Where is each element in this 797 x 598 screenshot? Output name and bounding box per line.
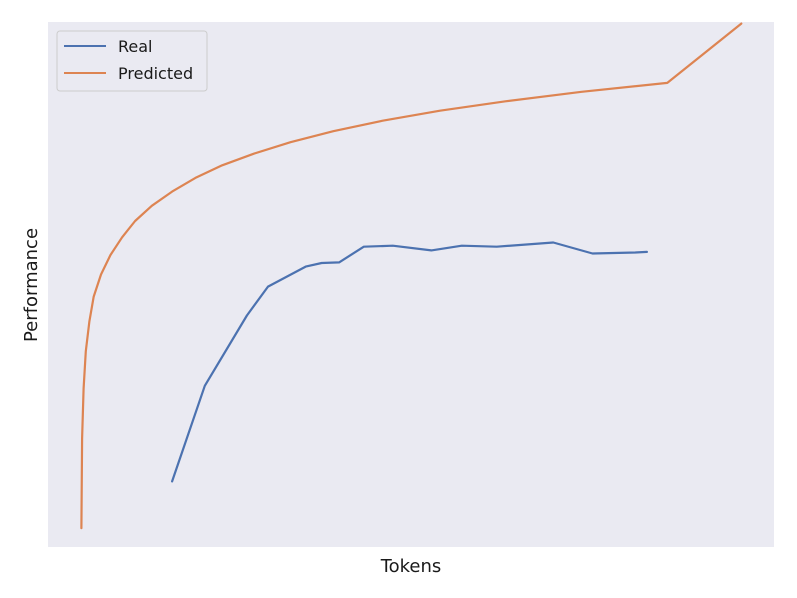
legend: Real Predicted	[56, 30, 208, 92]
series-line-predicted	[80, 22, 743, 530]
x-axis-label: Tokens	[380, 556, 442, 577]
series-line-real	[171, 241, 649, 483]
series-layer	[80, 22, 743, 530]
legend-label-predicted: Predicted	[118, 64, 193, 83]
legend-label-real: Real	[118, 37, 153, 56]
y-axis-label: Performance	[21, 228, 42, 342]
plot-area	[48, 22, 774, 547]
